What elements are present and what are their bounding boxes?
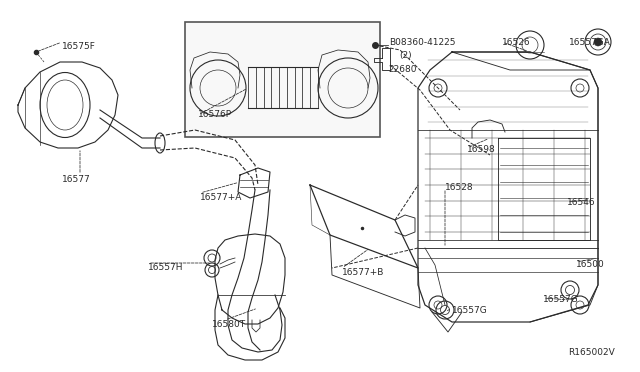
Text: R165002V: R165002V bbox=[568, 348, 615, 357]
Text: 16576P: 16576P bbox=[198, 110, 232, 119]
Text: 16557H: 16557H bbox=[148, 263, 184, 272]
Text: (2): (2) bbox=[399, 51, 412, 60]
Text: 16577: 16577 bbox=[62, 175, 91, 184]
Text: 16546: 16546 bbox=[567, 198, 596, 207]
Text: 16557G: 16557G bbox=[452, 306, 488, 315]
Text: 22680: 22680 bbox=[388, 65, 417, 74]
Text: 16577+B: 16577+B bbox=[342, 268, 385, 277]
Text: 16575F: 16575F bbox=[62, 42, 96, 51]
Text: 16598: 16598 bbox=[467, 145, 496, 154]
Bar bbox=[185, 22, 380, 137]
Text: 16557GA: 16557GA bbox=[569, 38, 611, 47]
Text: 16557G: 16557G bbox=[543, 295, 579, 304]
Text: 16580T: 16580T bbox=[212, 320, 246, 329]
Text: 16528: 16528 bbox=[445, 183, 474, 192]
Circle shape bbox=[594, 38, 602, 46]
Text: 16526: 16526 bbox=[502, 38, 531, 47]
Text: B08360-41225: B08360-41225 bbox=[389, 38, 456, 47]
Text: 16577+A: 16577+A bbox=[200, 193, 243, 202]
Text: 16500: 16500 bbox=[576, 260, 605, 269]
